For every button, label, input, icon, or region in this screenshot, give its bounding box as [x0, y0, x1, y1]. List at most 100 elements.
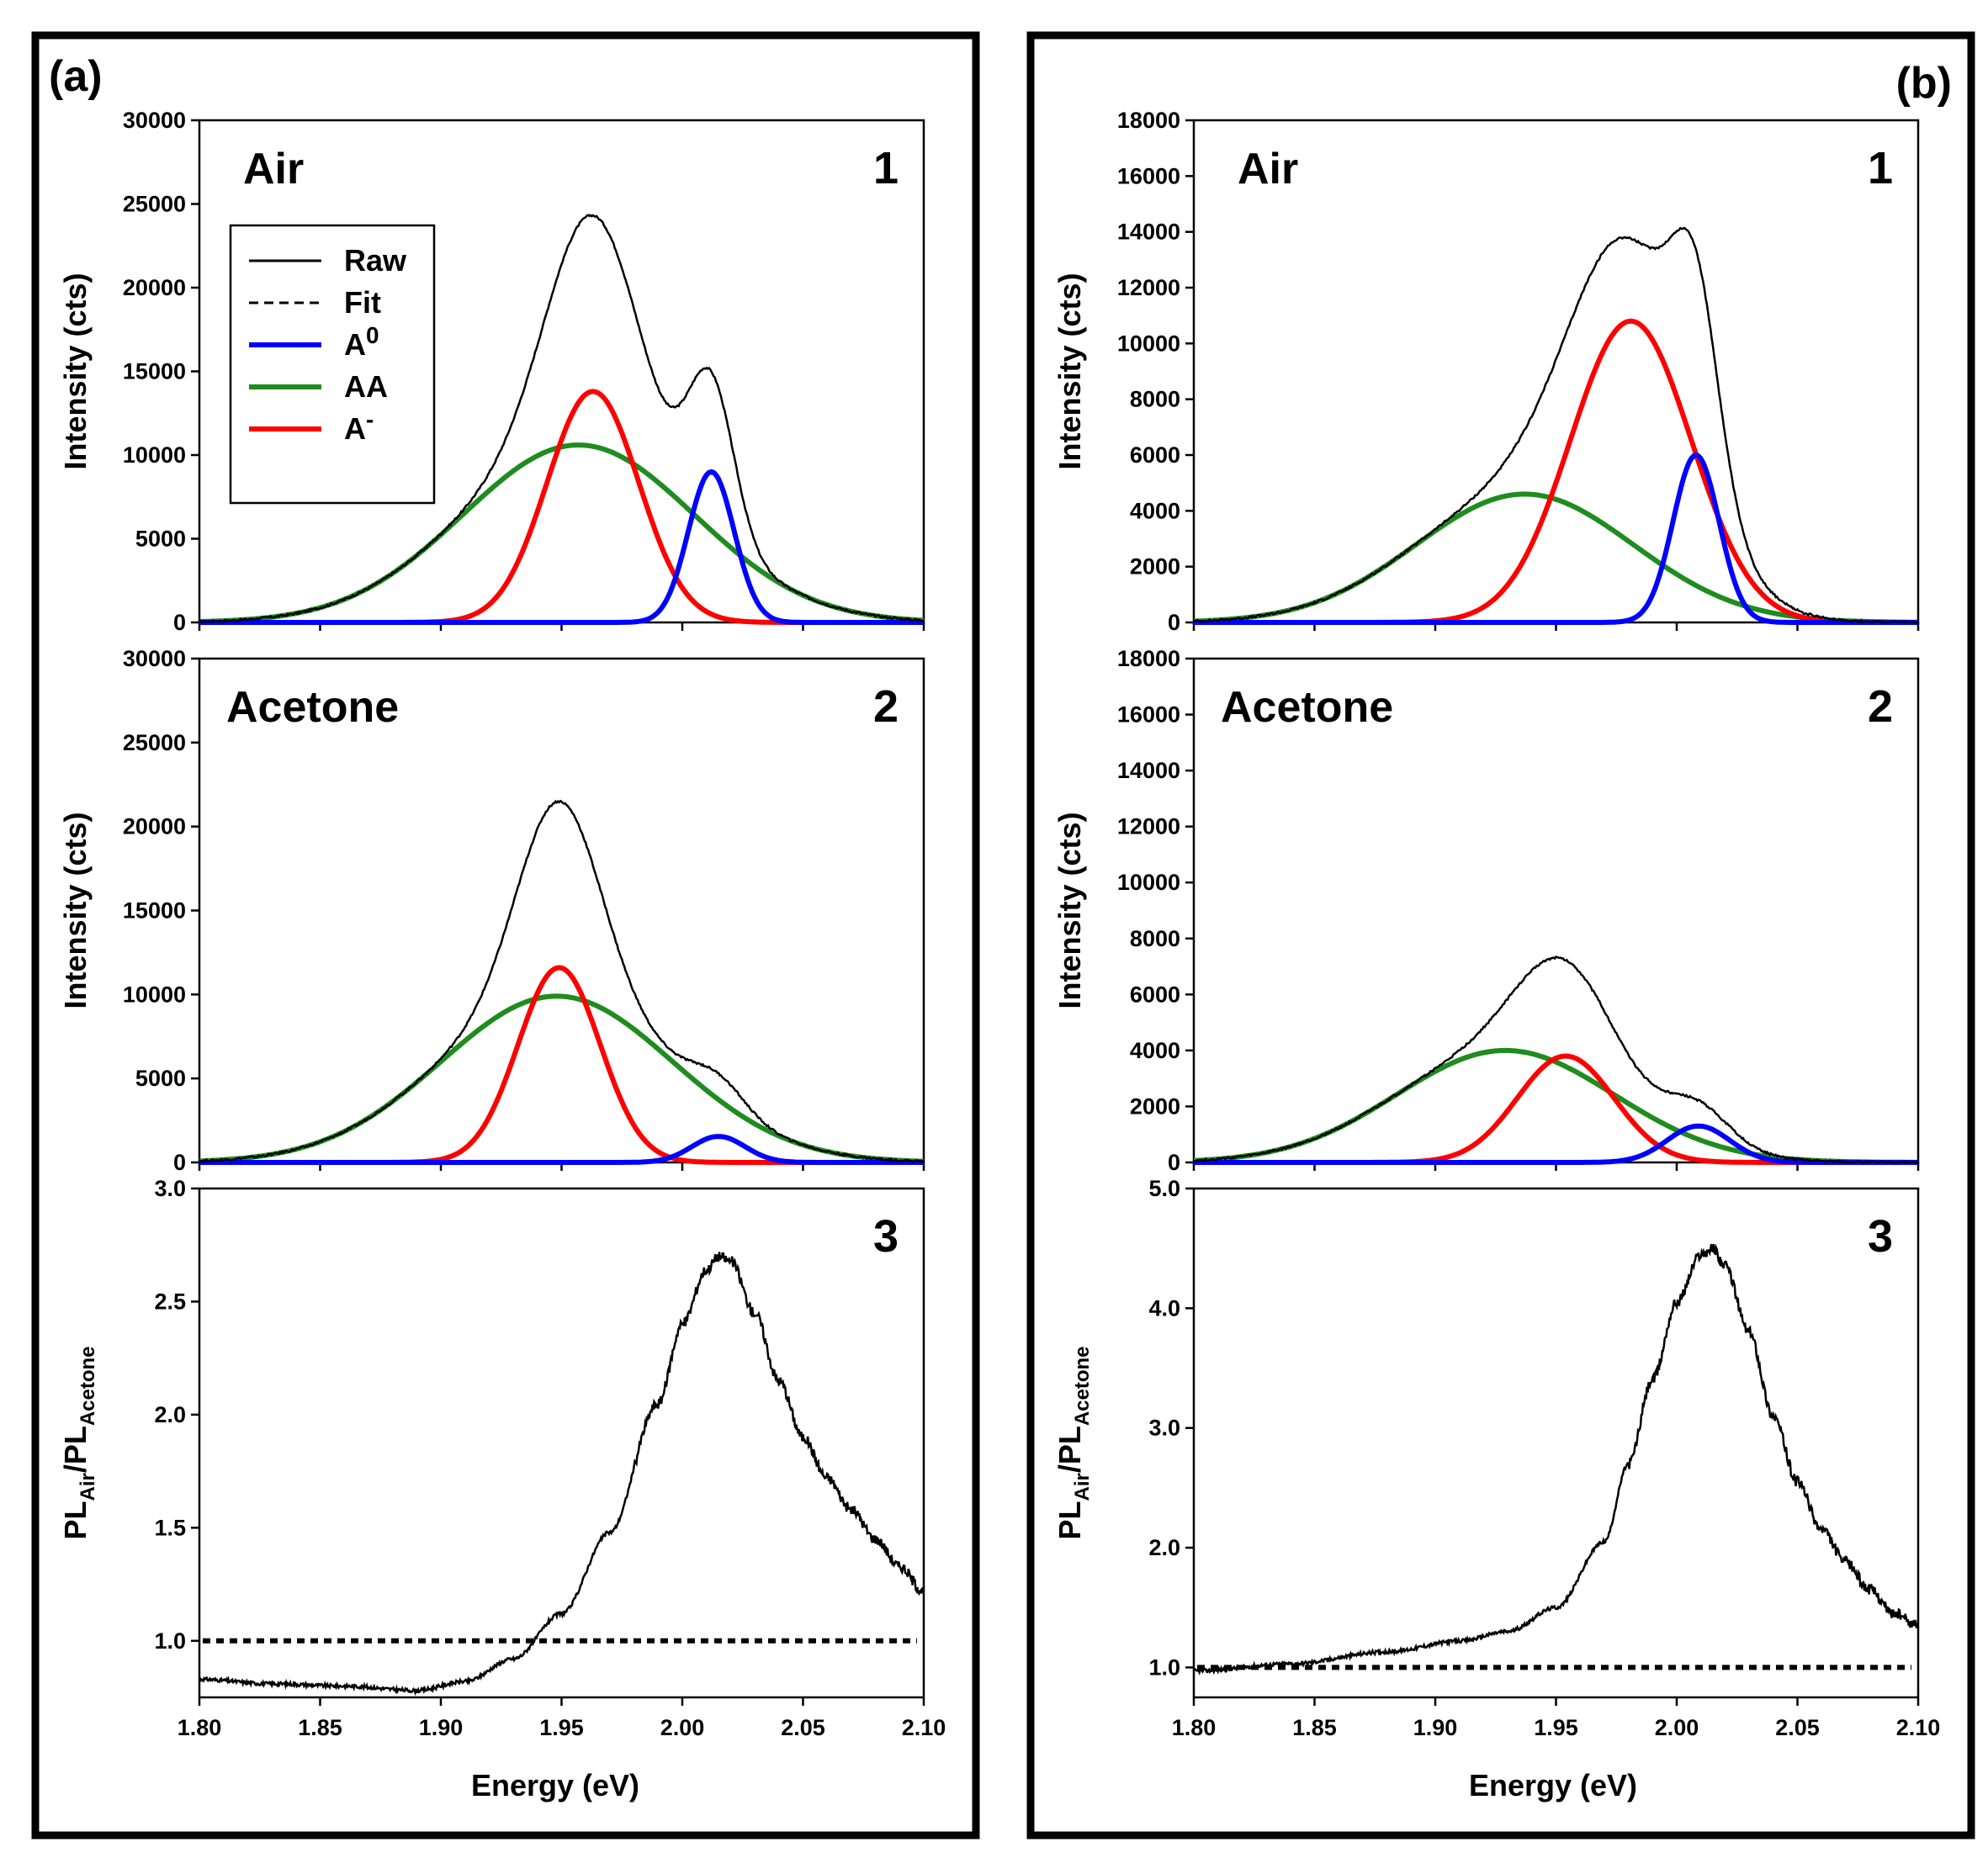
x-tick-label: 2.05 — [1775, 1715, 1820, 1740]
column-a: (a) 050001000015000200002500030000Intens… — [31, 31, 980, 1840]
y-axis-label: Intensity (cts) — [1052, 812, 1087, 1008]
legend-label-sup: 0 — [366, 322, 379, 348]
y-tick-label: 5.0 — [1148, 1176, 1180, 1201]
y-tick-label: 10000 — [123, 442, 186, 468]
plot-area — [1192, 119, 1920, 624]
y-tick-label: 30000 — [123, 646, 186, 671]
plot-area — [198, 1187, 925, 1699]
condition-label: Air — [243, 145, 304, 193]
y-tick-label: 12000 — [1117, 814, 1180, 839]
y-tick-label: 5000 — [135, 1066, 186, 1091]
legend-label: AA — [344, 369, 388, 404]
x-tick-label: 1.90 — [419, 1715, 464, 1740]
legend-label: Raw — [344, 243, 407, 278]
y-tick-label: 18000 — [1117, 646, 1180, 671]
y-tick-label: 25000 — [123, 192, 186, 217]
y-axis-label-part: PL — [58, 1501, 93, 1540]
series-a0 — [199, 468, 924, 625]
y-tick-label: 1.0 — [1148, 1654, 1180, 1680]
panel-a-3: 1.0 1.5 2.0 2.5 3.0 1.80 1.85 1.90 1.95 2.00 2.05 2… — [58, 1176, 946, 1740]
series-ratio — [1193, 1243, 1920, 1675]
series-aminus — [1194, 1053, 1918, 1165]
panel-a-2: 0 5000 10000 15000 20000 25000 30000 Intensity … — [58, 646, 925, 1175]
y-axis-label: Intensity (cts) — [58, 273, 93, 469]
series-aminus — [1194, 318, 1918, 625]
series-a0 — [1194, 452, 1918, 625]
column-a-label: (a) — [49, 52, 103, 101]
y-tick-label: 0 — [1168, 1150, 1180, 1175]
panel-number: 1 — [1868, 143, 1893, 193]
series-a0 — [1194, 1123, 1918, 1165]
y-axis-label-sub: Acetone — [1071, 1346, 1094, 1426]
x-tick-label: 1.95 — [539, 1715, 584, 1740]
y-axis-label: PLAir/PLAcetone — [58, 1346, 99, 1539]
y-axis-label: PLAir/PLAcetone — [1052, 1346, 1094, 1539]
legend-label-text: AA — [344, 369, 388, 404]
x-tick-label: 1.85 — [1292, 1715, 1337, 1740]
legend-label-sup: - — [366, 406, 374, 432]
legend-label-text: A — [344, 327, 366, 362]
y-tick-label: 4000 — [1130, 1038, 1180, 1063]
x-tick-label: 1.80 — [178, 1715, 222, 1740]
y-axis-label-sub: Air — [1071, 1473, 1094, 1501]
y-axis-label-part: /PL — [58, 1426, 93, 1473]
y-tick-label: 20000 — [123, 814, 186, 839]
series-raw — [1193, 226, 1919, 624]
panel-b-1: 0 2000 4000 6000 8000 10000 12000 14000 16000 180… — [1052, 108, 1920, 635]
plot-area — [1192, 657, 1920, 1164]
panel-number: 3 — [1868, 1211, 1893, 1262]
y-tick-label: 3.0 — [154, 1176, 186, 1201]
series-aa — [1193, 1047, 1918, 1165]
legend-box — [229, 224, 436, 505]
panel-number: 2 — [1868, 681, 1893, 732]
y-tick-label: 0 — [173, 1150, 186, 1175]
y-axis-label: Intensity (cts) — [58, 812, 93, 1008]
series-a0 — [199, 1134, 924, 1165]
y-axis-label-sub: Air — [77, 1473, 99, 1501]
y-tick-label: 25000 — [123, 730, 186, 755]
legend-label: Fit — [344, 285, 381, 320]
y-tick-label: 15000 — [123, 359, 186, 384]
condition-label: Acetone — [1221, 683, 1393, 732]
y-tick-label: 6000 — [1130, 982, 1180, 1007]
series-aa — [1193, 491, 1918, 625]
y-tick-label: 6000 — [1130, 442, 1180, 468]
y-tick-label: 2.0 — [154, 1402, 186, 1427]
y-tick-label: 2000 — [1130, 554, 1180, 580]
legend-label-text: Fit — [344, 285, 381, 320]
series-raw — [1194, 955, 1919, 1164]
y-tick-label: 0 — [1168, 610, 1180, 635]
panel-number: 1 — [873, 143, 899, 193]
y-tick-label: 10000 — [1117, 870, 1180, 895]
column-b-frame — [1026, 31, 1975, 1840]
y-tick-label: 1.0 — [154, 1628, 186, 1654]
y-tick-label: 16000 — [1117, 163, 1180, 188]
x-tick-label: 2.00 — [660, 1715, 705, 1740]
x-tick-label: 1.95 — [1534, 1715, 1578, 1740]
y-tick-label: 5000 — [135, 527, 186, 552]
legend-label: A- — [344, 406, 374, 446]
y-tick-label: 14000 — [1117, 758, 1180, 783]
plot-area — [198, 657, 925, 1164]
y-axis-label-sub: Acetone — [77, 1346, 99, 1426]
x-axis-label-a: Energy (eV) — [471, 1768, 639, 1803]
panel-b-2: 0 2000 4000 6000 8000 10000 12000 14000 16000 180… — [1052, 646, 1920, 1175]
panel-a-1: 0 5000 10000 15000 20000 25000 30000 Intensity … — [58, 108, 925, 635]
legend-label-text: A — [344, 411, 366, 446]
x-tick-label: 1.85 — [298, 1715, 342, 1740]
x-tick-label: 2.10 — [1896, 1715, 1941, 1740]
x-tick-label: 2.05 — [781, 1715, 825, 1740]
column-a-frame — [31, 31, 980, 1840]
y-tick-label: 8000 — [1130, 926, 1180, 951]
x-axis-label-b: Energy (eV) — [1469, 1768, 1637, 1803]
legend-label-text: Raw — [344, 243, 407, 278]
x-tick-label: 1.80 — [1172, 1715, 1217, 1740]
series-raw — [199, 799, 925, 1164]
y-tick-label: 18000 — [1117, 108, 1180, 133]
y-tick-label: 0 — [173, 610, 186, 635]
column-b-label: (b) — [1896, 59, 1952, 108]
y-tick-label: 10000 — [1117, 331, 1180, 356]
y-tick-label: 12000 — [1117, 275, 1180, 300]
